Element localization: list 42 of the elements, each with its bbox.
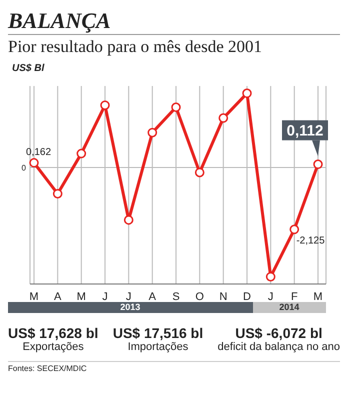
point [52,188,62,198]
chart-subtitle: Pior resultado para o mês desde 2001 [8,37,263,57]
point [171,102,181,112]
x-tick-label: J [268,290,274,303]
point [194,168,204,178]
x-tick-label: M [76,290,86,303]
point [218,113,228,123]
chart-title: BALANÇA [8,8,340,35]
y-axis-title: US$ Bl [12,63,46,74]
point [29,158,39,168]
x-tick-label: D [243,290,252,303]
x-tick-label: S [172,290,180,303]
ref-line-label: 0 [22,163,27,172]
x-tick-label: A [148,290,157,303]
data-label: 0,162 [26,146,52,158]
text: US$ 17,516 bl [112,325,204,341]
text: Exportações [22,341,85,353]
point [148,128,158,138]
text: US$ 17,628 bl [8,325,98,341]
x-tick-label: M [313,290,323,303]
point [76,148,86,158]
text: 2014 [252,302,326,313]
point [100,100,110,110]
point [242,88,252,98]
point [266,272,276,282]
x-tick-label: J [102,290,108,303]
text: US$ -6,072 bl [234,325,324,341]
x-tick-label: F [290,290,298,303]
x-tick-label: N [219,290,228,303]
point [313,160,323,170]
data-label: 0,112 [286,122,324,140]
text: Importações [126,341,190,353]
text: 2013 [8,302,253,313]
point [290,224,300,234]
x-tick-label: O [195,290,204,303]
x-tick-label: M [29,290,39,303]
data-label: -2,125 [296,235,326,246]
x-tick-label: A [54,290,62,303]
point [124,215,134,225]
text: deficit da balança no ano [218,341,340,353]
text: Fontes: SECEX/MDIC [8,361,340,373]
x-tick-label: J [126,290,132,303]
